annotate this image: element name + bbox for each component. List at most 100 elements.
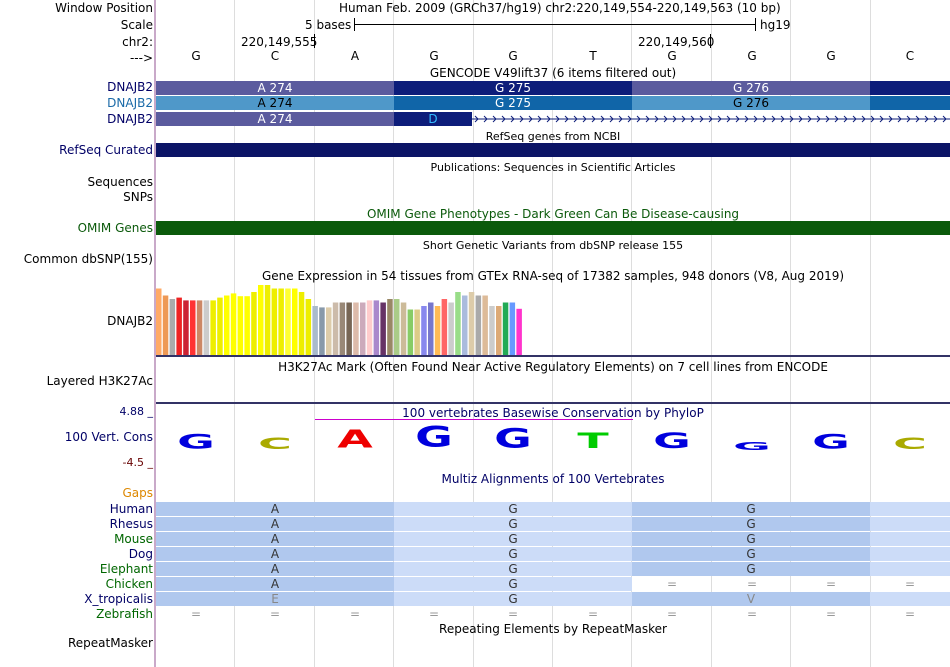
intron-arrow — [519, 115, 524, 123]
gtex-bar[interactable] — [468, 292, 475, 355]
label-snps[interactable]: SNPs — [123, 190, 153, 204]
gtex-bar[interactable] — [319, 307, 325, 355]
gencode-row2-exon1[interactable]: A 274 — [156, 96, 394, 110]
label-gaps[interactable]: Gaps — [122, 486, 153, 500]
gencode-row1-exon3[interactable]: G 276 — [632, 81, 870, 95]
gtex-bar[interactable] — [312, 306, 318, 355]
gtex-bar[interactable] — [482, 295, 488, 356]
gtex-bar[interactable] — [285, 288, 291, 356]
gtex-bar[interactable] — [373, 300, 380, 355]
alignment-cell: G — [394, 517, 632, 531]
label-repeatmasker[interactable]: RepeatMasker — [67, 636, 153, 650]
label-dnajb2-3[interactable]: DNAJB2 — [107, 112, 153, 126]
gtex-bar[interactable] — [176, 297, 182, 355]
gtex-bar[interactable] — [489, 306, 495, 355]
label-refseq[interactable]: RefSeq Curated — [59, 143, 153, 157]
label-omim[interactable]: OMIM Genes — [77, 221, 153, 235]
cons-logo-letter: G — [812, 430, 850, 454]
gtex-bar[interactable] — [502, 302, 509, 356]
gtex-bar[interactable] — [162, 295, 169, 356]
gtex-bar[interactable] — [210, 300, 216, 355]
gtex-bar[interactable] — [264, 285, 271, 355]
gtex-bar[interactable] — [516, 308, 522, 355]
gtex-bar[interactable] — [421, 306, 427, 355]
gencode-row3-exon1[interactable]: A 274 — [156, 112, 394, 126]
gencode-row1-exon1[interactable]: A 274 — [156, 81, 394, 95]
gtex-bar[interactable] — [441, 299, 448, 355]
species-label[interactable]: Rhesus — [109, 517, 153, 531]
gtex-bar[interactable] — [298, 292, 305, 355]
species-label[interactable]: Dog — [128, 547, 153, 561]
gtex-bar[interactable] — [394, 299, 400, 355]
gencode-row2-exon3[interactable]: G 276 — [632, 96, 870, 110]
gtex-bar[interactable] — [360, 302, 366, 356]
gtex-bar[interactable] — [380, 302, 386, 356]
gtex-bar[interactable] — [366, 300, 373, 355]
label-h3k27ac[interactable]: Layered H3K27Ac — [46, 374, 153, 388]
gencode-row1-exon4[interactable] — [870, 81, 950, 95]
label-dnajb2-1[interactable]: DNAJB2 — [107, 80, 153, 94]
gtex-bar[interactable] — [244, 296, 250, 355]
species-label[interactable]: Human — [109, 502, 153, 516]
omim-gene-bar[interactable] — [156, 221, 950, 235]
gtex-bar[interactable] — [230, 293, 237, 355]
gtex-bar[interactable] — [217, 297, 223, 355]
gtex-bar[interactable] — [156, 288, 162, 356]
gtex-bar-chart[interactable] — [156, 284, 556, 355]
gtex-bar[interactable] — [326, 307, 332, 355]
gtex-bar[interactable] — [203, 300, 210, 355]
label-separator[interactable] — [154, 0, 156, 667]
gtex-bar[interactable] — [400, 302, 407, 356]
species-label[interactable]: X_tropicalis — [84, 592, 153, 606]
gtex-bar[interactable] — [455, 292, 461, 355]
species-label[interactable]: Chicken — [105, 577, 153, 591]
species-label[interactable]: Mouse — [114, 532, 153, 546]
species-label[interactable]: Elephant — [99, 562, 153, 576]
base: G — [508, 49, 518, 63]
label-strand[interactable]: ---> — [129, 51, 153, 65]
cons-logo-letter: G — [415, 420, 453, 455]
gtex-bar[interactable] — [448, 302, 454, 356]
gtex-bar[interactable] — [462, 295, 468, 356]
gtex-bar[interactable] — [278, 288, 284, 356]
gtex-bar[interactable] — [414, 309, 420, 356]
gtex-bar[interactable] — [258, 285, 264, 355]
gtex-bar[interactable] — [251, 292, 257, 355]
gencode-row2-exon2[interactable]: G 275 — [394, 96, 632, 110]
intron-arrow — [645, 115, 650, 123]
refseq-gene-bar[interactable] — [156, 143, 950, 157]
gtex-bar[interactable] — [169, 299, 176, 355]
gtex-bar[interactable] — [332, 302, 339, 356]
gtex-bar[interactable] — [224, 295, 230, 356]
gtex-bar[interactable] — [434, 306, 441, 355]
gtex-bar[interactable] — [407, 309, 414, 356]
intron-arrow — [942, 115, 947, 123]
gtex-bar[interactable] — [509, 302, 516, 356]
gtex-bar[interactable] — [183, 300, 189, 355]
species-label[interactable]: Zebrafish — [96, 607, 153, 621]
gtex-bar[interactable] — [339, 302, 346, 356]
gtex-bar[interactable] — [305, 299, 312, 355]
gtex-bar[interactable] — [196, 300, 203, 355]
gencode-row1-exon2[interactable]: G 275 — [394, 81, 632, 95]
gtex-bar[interactable] — [475, 295, 482, 356]
label-chr: chr2: — [122, 35, 153, 49]
gtex-bar[interactable] — [496, 306, 502, 355]
gencode-row3-intron[interactable] — [472, 112, 950, 126]
gtex-bar[interactable] — [346, 302, 352, 356]
intron-arrow — [906, 115, 911, 123]
gtex-bar[interactable] — [353, 302, 359, 356]
label-gtex-gene[interactable]: DNAJB2 — [107, 314, 153, 328]
label-cons[interactable]: 100 Vert. Cons — [64, 430, 153, 444]
label-common-dbsnp[interactable]: Common dbSNP(155) — [23, 252, 153, 266]
gtex-bar[interactable] — [428, 302, 434, 356]
gtex-bar[interactable] — [387, 299, 393, 355]
gtex-bar[interactable] — [190, 300, 196, 355]
label-sequences[interactable]: Sequences — [87, 175, 153, 189]
gencode-row3-exon2[interactable]: D — [394, 112, 472, 126]
gtex-bar[interactable] — [292, 288, 298, 356]
label-dnajb2-2[interactable]: DNAJB2 — [107, 96, 153, 110]
gtex-bar[interactable] — [237, 296, 244, 355]
gtex-bar[interactable] — [271, 288, 278, 356]
gencode-row2-exon4[interactable] — [870, 96, 950, 110]
